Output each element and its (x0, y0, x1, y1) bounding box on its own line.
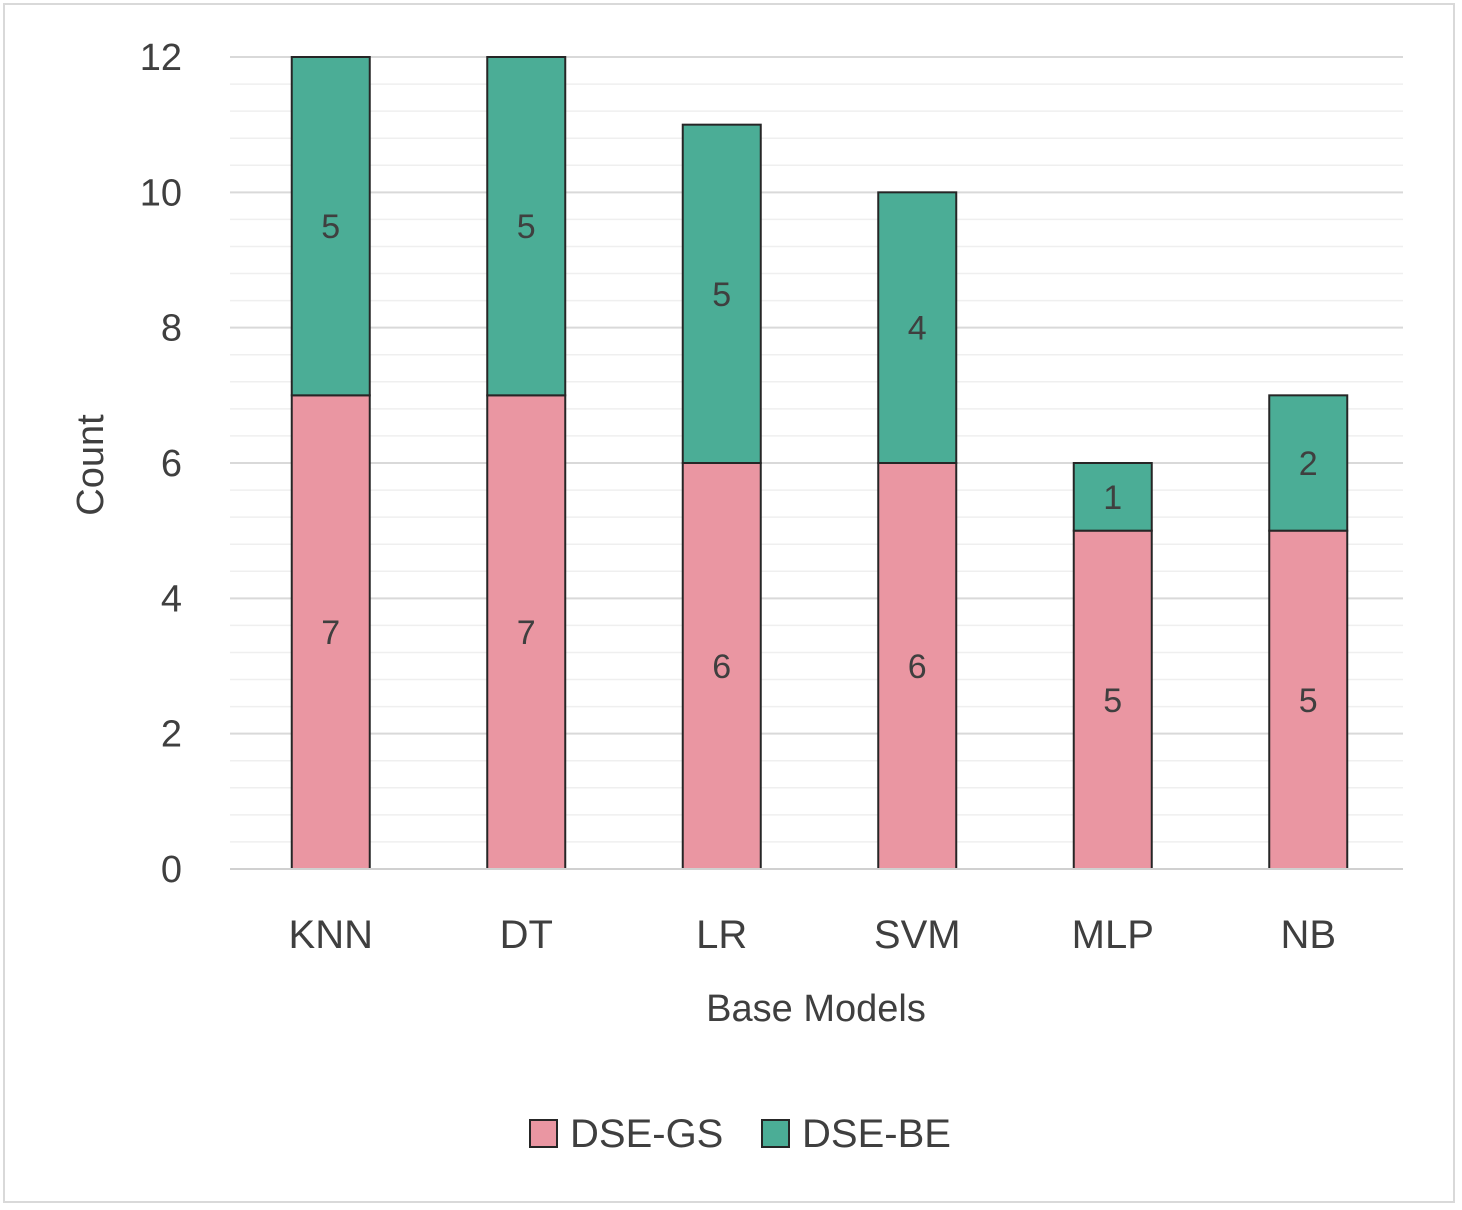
bars (290, 56, 1349, 871)
x-tick-label: SVM (874, 913, 961, 957)
y-tick-label: 10 (140, 172, 182, 214)
data-label: 5 (1299, 682, 1318, 720)
data-label: 7 (517, 614, 536, 652)
bar-dse-gs-mlp (1072, 529, 1153, 871)
bar-dse-gs-nb (1268, 529, 1349, 871)
bar-dse-be-dt (486, 56, 567, 397)
x-tick-label: NB (1280, 913, 1336, 957)
x-tick-label: DT (500, 913, 553, 957)
y-tick-label: 0 (161, 849, 182, 891)
data-label: 5 (712, 276, 731, 314)
data-label: 5 (1103, 682, 1122, 720)
y-axis-title: Count (70, 414, 112, 516)
y-tick-label: 12 (140, 37, 182, 79)
y-tick-label: 6 (161, 443, 182, 485)
x-tick-label: KNN (289, 913, 373, 957)
bar-dse-gs-knn (290, 394, 371, 870)
legend-swatch-dse-gs (529, 1119, 558, 1148)
data-label: 2 (1299, 445, 1318, 483)
y-tick-label: 8 (161, 308, 182, 350)
y-axis-ticks: 0 2 4 6 8 10 12 (140, 37, 182, 891)
bar-dse-be-lr (681, 123, 762, 465)
x-axis-title: Base Models (706, 988, 926, 1030)
data-label: 5 (321, 208, 340, 246)
bar-dse-gs-lr (681, 462, 762, 870)
bar-dse-be-svm (877, 191, 958, 464)
legend: DSE-GS DSE-BE (529, 1112, 951, 1156)
data-labels: 7 5 7 5 6 5 6 4 5 1 5 2 (321, 208, 1317, 720)
legend-label-dse-be: DSE-BE (802, 1112, 951, 1156)
y-tick-label: 2 (161, 714, 182, 756)
bar-dse-be-knn (290, 56, 371, 397)
data-label: 1 (1103, 479, 1122, 517)
data-label: 6 (712, 648, 731, 686)
data-label: 4 (908, 310, 927, 348)
legend-label-dse-gs: DSE-GS (570, 1112, 723, 1156)
data-label: 7 (321, 614, 340, 652)
data-label: 5 (517, 208, 536, 246)
x-axis-ticks: KNN DT LR SVM MLP NB (289, 913, 1337, 957)
bar-dse-be-mlp (1072, 462, 1153, 532)
x-tick-label: LR (696, 913, 747, 957)
legend-swatch-dse-be (761, 1119, 790, 1148)
bar-dse-be-nb (1268, 394, 1349, 532)
minor-gridlines (230, 83, 1403, 843)
major-gridlines (230, 56, 1403, 735)
data-label: 6 (908, 648, 927, 686)
y-tick-label: 4 (161, 578, 182, 620)
x-tick-label: MLP (1072, 913, 1154, 957)
